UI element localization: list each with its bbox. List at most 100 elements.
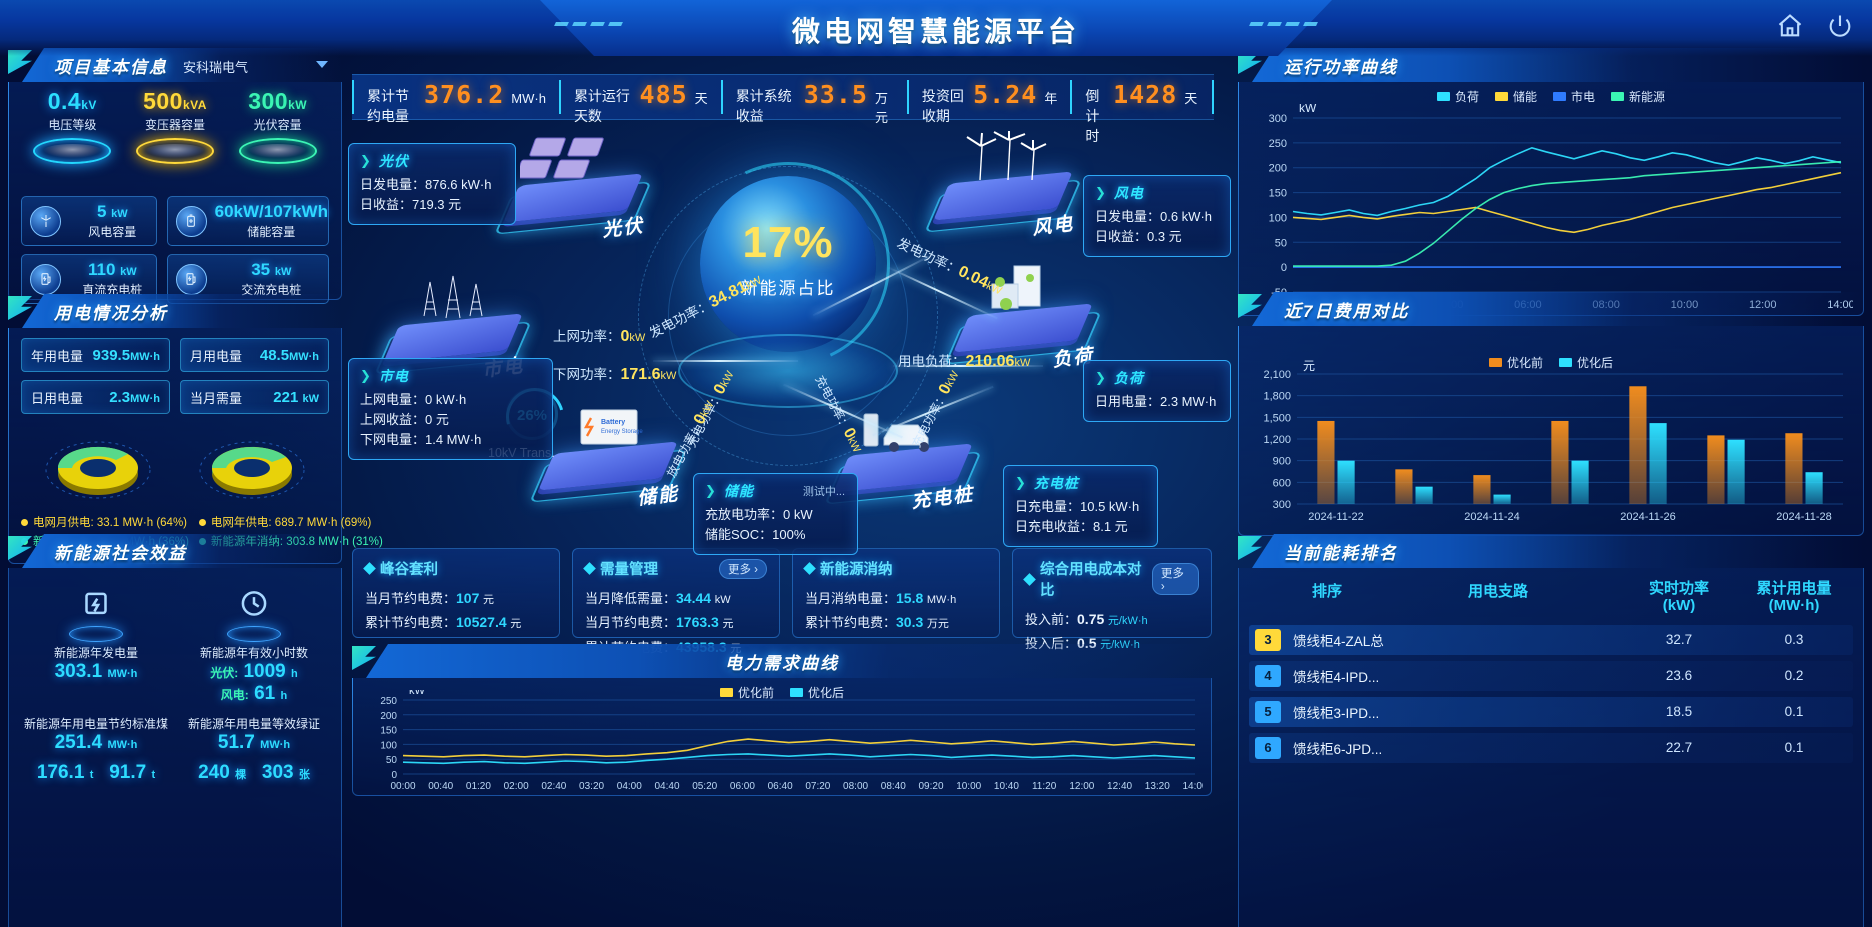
node-storage[interactable]: Battery Energy Storage 储能: [529, 398, 687, 509]
chart-legend: 负荷 储能 市电 新能源: [1247, 88, 1855, 105]
svg-text:09:20: 09:20: [918, 781, 943, 792]
svg-text:250: 250: [380, 696, 397, 707]
panel-corner-icon: [8, 296, 32, 320]
clock-icon: [222, 584, 286, 642]
svg-text:100: 100: [1269, 212, 1287, 224]
tag-pv: ❯ 光伏 日发电量：876.6 kW·h 日收益：719.3 元: [348, 143, 516, 226]
node-pv[interactable]: 光伏: [494, 130, 652, 241]
branch-name: 馈线柜4-ZAL总: [1293, 633, 1384, 649]
table-row[interactable]: 5 馈线柜3-IPD... 18.5 0.1: [1249, 696, 1853, 727]
svg-text:元: 元: [1303, 359, 1315, 373]
tag-grid: ❯ 市电 上网电量：0 kW·h 上网收益：0 元下网电量：1.4 MW·h: [348, 358, 553, 461]
svg-text:50: 50: [386, 755, 398, 766]
svg-text:05:20: 05:20: [692, 781, 717, 792]
realtime-power: 18.5: [1665, 704, 1693, 719]
header-center-shape: [540, 0, 1332, 56]
svg-text:2,100: 2,100: [1263, 369, 1291, 381]
panel-rank-header: 当前能耗排名: [1238, 534, 1864, 568]
header-decor-left: [554, 22, 623, 26]
svg-text:03:20: 03:20: [579, 781, 604, 792]
panel-demand-title: 电力需求曲线: [725, 654, 839, 673]
wind-turbine-icon: [30, 205, 61, 237]
charger-icon: [30, 263, 61, 295]
panel-usage-header: 用电情况分析: [8, 294, 342, 328]
svg-text:2024-11-22: 2024-11-22: [1308, 511, 1363, 523]
svg-text:10:40: 10:40: [994, 781, 1019, 792]
capacity-transformer: 500kVA 变压器容量: [125, 86, 225, 164]
svg-text:Energy Storage: Energy Storage: [601, 429, 643, 435]
home-icon[interactable]: [1776, 12, 1804, 40]
rank-badge: 5: [1255, 700, 1281, 723]
panel-demand-curve: 电力需求曲线 优化前 优化后 0 50 100 150 200 250 00:00 00:40 01…: [352, 644, 1212, 796]
tag-ev-charger: ❯ 充电桩 日充电量：10.5 kW·h 日充电收益：8.1 元: [1003, 465, 1158, 548]
more-button-demand[interactable]: 更多 ›: [718, 558, 767, 579]
table-row[interactable]: 4 馈线柜4-IPD... 23.6 0.2: [1249, 660, 1853, 691]
svg-text:150: 150: [380, 726, 397, 737]
stat-payback: 投资回收期 5.24 年: [906, 80, 1070, 124]
svg-text:kW: kW: [409, 690, 426, 697]
svg-text:1,800: 1,800: [1263, 391, 1291, 403]
chevron-down-icon[interactable]: [316, 61, 328, 68]
panel-usage-title: 用电情况分析: [54, 304, 168, 323]
svg-text:900: 900: [1273, 456, 1291, 468]
rank-badge: 3: [1255, 628, 1281, 651]
panel-project-info: 项目基本信息 安科瑞电气 0.4kV 电压等级 500kVA 变压器容量: [8, 48, 342, 304]
usage-day: 日用电量 2.3MW·h: [21, 380, 170, 414]
tag-load: ❯ 负荷 日用电量：2.3 MW·h: [1083, 360, 1231, 423]
realtime-power: 32.7: [1665, 632, 1693, 647]
social-trees-planted: 240 棵 303 张: [198, 762, 310, 783]
node-load[interactable]: 负荷: [944, 260, 1102, 371]
card-peak-valley-arbitrage: 峰谷套利 当月节约电费：107 元 累计节约电费：10527.4 元: [352, 548, 560, 638]
svg-text:00:40: 00:40: [428, 781, 453, 792]
svg-text:01:20: 01:20: [466, 781, 491, 792]
panel-corner-icon: [8, 536, 32, 560]
chart-legend: 优化前 优化后: [1247, 354, 1855, 371]
svg-text:06:40: 06:40: [768, 781, 793, 792]
node-grid[interactable]: 市电: [374, 270, 532, 381]
project-company-name: 安科瑞电气: [183, 60, 249, 75]
battery-bolt-icon: [64, 584, 128, 642]
summary-stat-bar: 累计节约电量 376.2 MW·h 累计运行天数 485 天 累计系统收益 33.5 万元 …: [352, 74, 1214, 144]
panel-corner-icon: [352, 646, 376, 670]
svg-text:0: 0: [391, 770, 397, 781]
svg-text:10:00: 10:00: [956, 781, 981, 792]
card-cost-comparison: 综合用电成本对比 更多 › 投入前：0.75 元/kW·h 投入后：0.5 元/…: [1012, 548, 1212, 651]
stat-countdown: 倒计时 1428 天: [1070, 80, 1210, 144]
stat-saved-energy: 累计节约电量 376.2 MW·h: [352, 80, 559, 124]
svg-text:1,500: 1,500: [1263, 412, 1291, 424]
flow-load-power: 用电负荷：210.06kW: [898, 353, 1031, 370]
panel-demand-header: 电力需求曲线: [352, 644, 1212, 678]
rank-badge: 6: [1255, 736, 1281, 759]
table-row[interactable]: 6 馈线柜6-JPD... 22.7 0.1: [1249, 732, 1853, 763]
battery-icon: [175, 205, 207, 237]
panel-corner-icon: [1238, 294, 1262, 318]
svg-text:100: 100: [380, 740, 397, 751]
tag-wind: ❯ 风电 日发电量：0.6 kW·h 日收益：0.3 元: [1083, 175, 1231, 258]
svg-text:150: 150: [1269, 188, 1287, 200]
svg-text:2024-11-26: 2024-11-26: [1620, 511, 1675, 523]
svg-text:300: 300: [1269, 113, 1287, 125]
app-title: 微电网智慧能源平台: [791, 16, 1081, 47]
more-button-cost[interactable]: 更多 ›: [1151, 563, 1199, 595]
flow-grid-import: 下网功率：171.6kW: [553, 366, 677, 383]
svg-text:02:00: 02:00: [504, 781, 529, 792]
cumulative-energy: 0.2: [1784, 668, 1804, 683]
branch-name: 馈线柜4-IPD...: [1293, 669, 1380, 685]
social-green-cert: 新能源年用电量等效绿证 51.7 MW·h: [187, 717, 320, 753]
cumulative-energy: 0.1: [1784, 704, 1804, 719]
svg-text:250: 250: [1269, 138, 1287, 150]
svg-text:1,200: 1,200: [1263, 434, 1291, 446]
svg-text:50: 50: [1275, 237, 1287, 249]
svg-text:04:00: 04:00: [617, 781, 642, 792]
social-effective-hours: 新能源年有效小时数 光伏: 1009 h 风电: 61 h: [179, 578, 329, 705]
app-header: 微电网智慧能源平台: [0, 0, 1872, 56]
panel-usage-analysis: 用电情况分析 年用电量 939.5MW·h 月用电量 48.5MW·h 日用电量…: [8, 294, 383, 564]
panel-cost-header: 近7日费用对比: [1238, 292, 1864, 326]
table-row[interactable]: 3 馈线柜4-ZAL总 32.7 0.3: [1249, 624, 1853, 655]
power-icon[interactable]: [1826, 12, 1854, 40]
svg-text:200: 200: [380, 711, 397, 722]
svg-text:11:20: 11:20: [1032, 781, 1057, 792]
glow-ring: [238, 138, 317, 164]
panel-energy-ranking: 当前能耗排名 排序 用电支路 实时功率 (kW) 累计用电量 (MW·h) 3 馈线柜…: [1238, 534, 1864, 927]
node-wind[interactable]: 风电: [924, 128, 1082, 239]
